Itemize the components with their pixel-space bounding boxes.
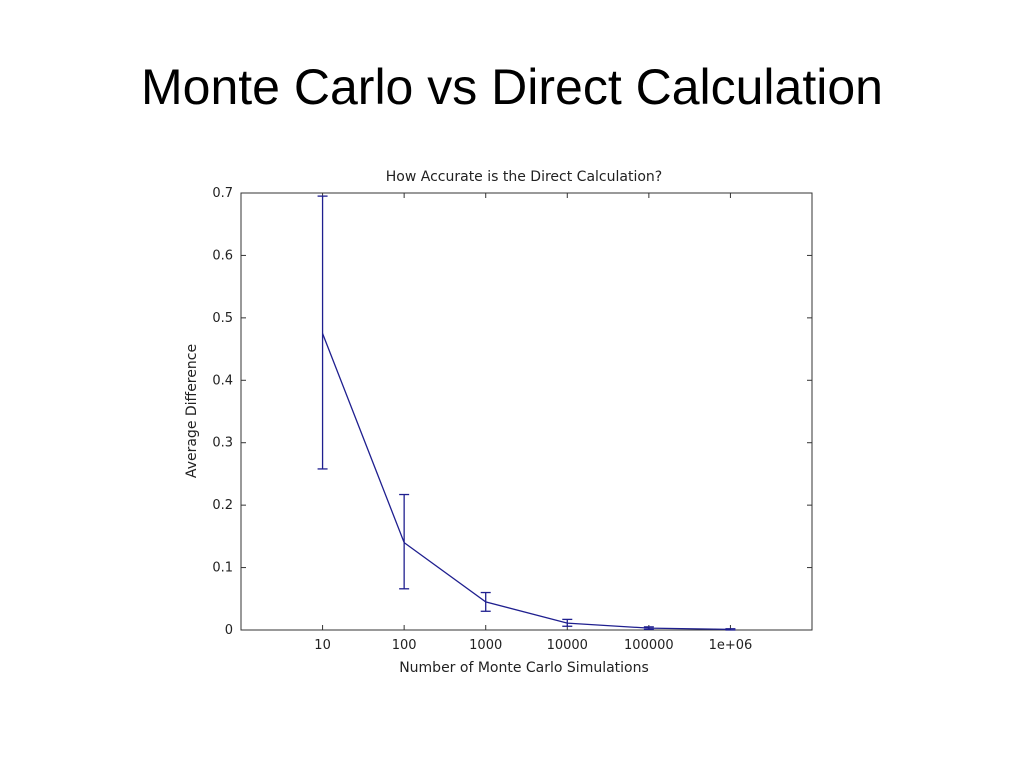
y-tick-label: 0.7: [212, 186, 233, 201]
x-tick-label: 10000: [547, 638, 588, 653]
y-tick-label: 0.5: [212, 311, 233, 326]
y-axis-label: Average Difference: [184, 344, 200, 478]
y-tick-label: 0.2: [212, 498, 233, 513]
y-tick-label: 0: [225, 623, 233, 638]
y-tick-label: 0.1: [212, 561, 233, 576]
chart-title: How Accurate is the Direct Calculation?: [386, 169, 662, 185]
x-axis: 10 100 1000 10000 100000 1e+06: [314, 193, 752, 653]
slide-title: Monte Carlo vs Direct Calculation: [141, 59, 883, 115]
x-tick-label: 100: [392, 638, 417, 653]
x-tick-label: 100000: [624, 638, 674, 653]
x-tick-label: 10: [314, 638, 331, 653]
y-tick-label: 0.4: [212, 373, 233, 388]
series-line: [321, 333, 731, 631]
x-tick-label: 1000: [469, 638, 502, 653]
y-axis: 0 0.1 0.2 0.3 0.4 0.5 0.6 0.7: [212, 186, 812, 638]
plot-area-frame: [240, 192, 813, 631]
y-tick-label: 0.3: [212, 436, 233, 451]
x-tick-label: 1e+06: [709, 638, 753, 653]
series-layer: [317, 195, 736, 631]
y-tick-label: 0.6: [212, 248, 233, 263]
x-axis-label: Number of Monte Carlo Simulations: [399, 660, 649, 676]
